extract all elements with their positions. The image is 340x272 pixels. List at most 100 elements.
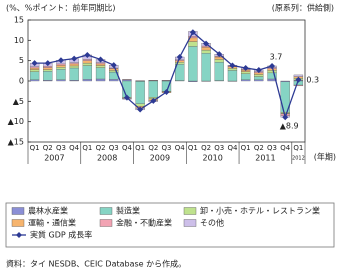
y-tick-label: ▲10: [8, 117, 24, 126]
legend-swatch: [99, 219, 113, 227]
x-tick-label: Q2: [148, 144, 158, 152]
bar-segment: [267, 70, 277, 74]
bar-segment: [56, 69, 66, 80]
bar-segment: [254, 74, 264, 77]
bar-segment: [175, 60, 185, 63]
x-tick-label: Q1: [30, 144, 40, 152]
gdp-marker: [269, 62, 276, 69]
x-tick-label: Q1: [135, 144, 145, 152]
bar-segment: [95, 62, 106, 65]
bar-segment: [56, 64, 66, 68]
legend-label: 実質 GDP 成長率: [30, 230, 92, 240]
bar-segment: [29, 79, 40, 82]
year-label: 2011: [255, 154, 275, 163]
bar-segment: [43, 66, 53, 68]
bar-segment: [82, 79, 93, 82]
gdp-marker: [203, 40, 210, 47]
bar-segment: [95, 63, 106, 66]
x-tick-label: Q4: [175, 144, 186, 152]
bar-segment: [56, 67, 66, 70]
gdp-marker: [123, 94, 130, 101]
bar-segment: [201, 47, 211, 51]
value-label: 3.7: [270, 52, 283, 61]
y-tick-label: ▲15: [8, 138, 24, 147]
legend-swatch: [183, 207, 197, 215]
x-tick-label: Q4: [69, 144, 80, 152]
x-tick-label: Q4: [280, 144, 291, 152]
bar-segment: [69, 62, 79, 65]
year-label: 2012: [292, 156, 305, 162]
gdp-marker: [84, 51, 91, 58]
x-tick-label: Q1: [82, 144, 92, 152]
bar-segment: [240, 71, 251, 74]
gdp-marker: [282, 114, 289, 121]
bar-segment: [29, 69, 40, 72]
bar-segment: [29, 66, 40, 69]
bar-segment: [122, 79, 132, 82]
gdp-marker: [57, 57, 64, 64]
y-tick-label: ▲5: [13, 97, 24, 106]
gdp-marker: [255, 67, 262, 74]
legend-swatch: [11, 219, 25, 227]
bar-segment: [82, 60, 93, 64]
bar-segment: [69, 65, 79, 69]
bar-segment: [201, 49, 211, 54]
year-label: 2008: [97, 154, 117, 163]
bar-segment: [56, 63, 66, 66]
bar-segment: [280, 112, 290, 114]
gdp-marker: [242, 64, 249, 71]
x-tick-label: Q3: [162, 144, 172, 152]
bar-segment: [254, 79, 264, 82]
x-tick-label: Q1: [188, 144, 198, 152]
bar-segment: [254, 76, 264, 80]
bar-segment: [227, 70, 238, 82]
bar-segment: [148, 80, 158, 98]
x-tick-label: Q3: [109, 144, 119, 152]
bar-segment: [29, 71, 40, 80]
x-tick-label: Q3: [214, 144, 224, 152]
legend-label: 卸・小売・ホテル・レストラン業: [200, 206, 320, 216]
legend-box: [5, 202, 335, 248]
y-axis-label: (%、%ポイント：前年同期比): [6, 3, 115, 13]
value-label: 0.3: [306, 75, 319, 84]
y-tick-label: 0: [19, 77, 24, 86]
bar-segment: [95, 65, 106, 68]
gdp-marker: [229, 62, 236, 69]
legend-label: 製造業: [116, 206, 140, 216]
gdp-marker: [97, 56, 104, 63]
year-label: 2007: [44, 154, 64, 163]
gdp-marker: [150, 97, 157, 104]
x-tick-label: Q4: [227, 144, 238, 152]
legend-label: 運輸・通信業: [28, 218, 76, 228]
value-label: ▲8.9: [280, 122, 299, 131]
subtitle: (原系列：供給側): [272, 3, 334, 13]
legend-label: その他: [200, 218, 224, 228]
bar-segment: [188, 46, 198, 82]
bar-segment: [56, 79, 66, 82]
bar-segment: [214, 59, 224, 63]
bar-segment: [82, 62, 93, 66]
bar-segment: [201, 53, 211, 82]
gdp-marker: [137, 106, 144, 113]
y-tick-label: 10: [14, 36, 24, 45]
legend-swatch: [99, 207, 113, 215]
bar-segment: [109, 79, 119, 82]
gdp-marker: [44, 60, 51, 67]
x-tick-label: Q3: [267, 144, 277, 152]
bar-segment: [188, 41, 198, 47]
bar-segment: [240, 79, 251, 82]
bar-segment: [240, 73, 251, 80]
gdp-marker: [31, 60, 38, 67]
legend-swatch: [183, 219, 197, 227]
bar-segment: [293, 84, 304, 87]
bar-segment: [43, 71, 53, 81]
bar-segment: [82, 65, 93, 80]
x-tick-label: Q3: [56, 144, 66, 152]
gdp-marker: [110, 62, 117, 69]
x-tick-label: Q2: [43, 144, 53, 152]
x-tick-label: Q1: [293, 144, 303, 152]
bar-segment: [254, 72, 264, 75]
gdp-marker: [163, 88, 170, 95]
x-axis-label: (年期): [314, 152, 336, 162]
